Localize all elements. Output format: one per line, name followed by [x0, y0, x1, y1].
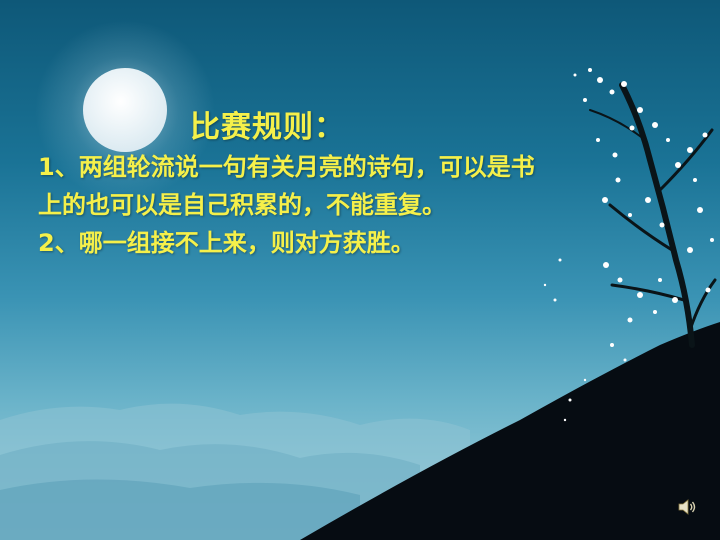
rule-item: 1、两组轮流说一句有关月亮的诗句，可以是书上的也可以是自己积累的，不能重复。 — [38, 153, 535, 219]
rule-item: 2、哪一组接不上来，则对方获胜。 — [38, 229, 415, 257]
speaker-icon[interactable] — [676, 496, 698, 518]
rules-list: 1、两组轮流说一句有关月亮的诗句，可以是书上的也可以是自己积累的，不能重复。 2… — [38, 148, 538, 262]
moon-icon — [35, 20, 215, 200]
mountains — [0, 403, 470, 540]
slide-title: 比赛规则： — [190, 110, 345, 145]
plum-tree — [589, 82, 717, 348]
plum-blossoms — [543, 68, 714, 422]
dark-hill — [300, 322, 720, 540]
